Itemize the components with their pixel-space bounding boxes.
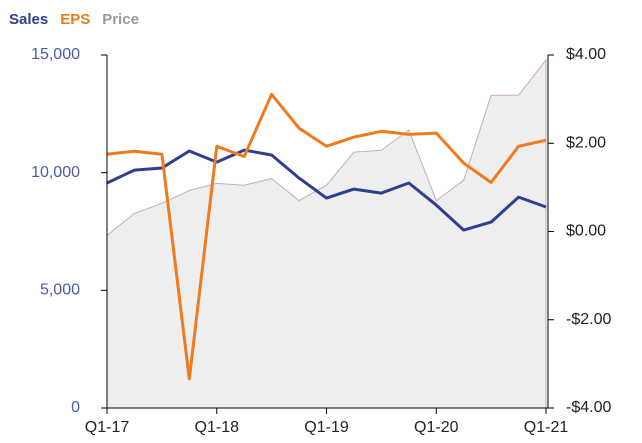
x-tick-label: Q1-20: [414, 419, 459, 436]
y-tick-label: 15,000: [31, 46, 80, 63]
series-line: [106, 92, 547, 381]
legend-entry: EPS: [60, 11, 90, 28]
x-tick-label: Q1-21: [524, 419, 569, 436]
y-tick-label: 5,000: [40, 282, 80, 299]
y-tick-label: 10,000: [31, 164, 80, 181]
y2-tick-label: $2.00: [566, 134, 606, 151]
y2-tick-label: $4.00: [566, 46, 606, 63]
x-tick-label: Q1-19: [304, 419, 349, 436]
y2-tick-label: $0.00: [566, 223, 606, 240]
price-area: [106, 58, 547, 409]
y2-tick-label: -$4.00: [566, 399, 611, 416]
legend-entry: Price: [102, 11, 139, 28]
x-tick-label: Q1-17: [85, 419, 130, 436]
y-tick-label: 0: [71, 399, 80, 416]
legend-entry: Sales: [9, 11, 48, 28]
x-tick-label: Q1-18: [195, 419, 240, 436]
y2-tick-label: -$2.00: [566, 311, 611, 328]
series-line: [106, 148, 547, 232]
legend: Sales EPS Price: [9, 11, 139, 28]
